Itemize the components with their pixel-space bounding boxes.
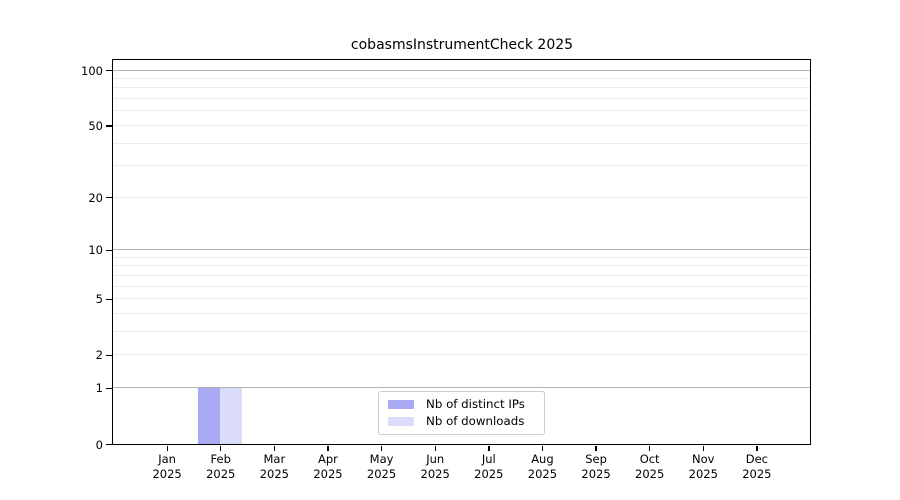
gridline-minor-70: [113, 98, 810, 100]
gridline-minor-40: [113, 142, 810, 144]
x-tick-label-mar: Mar 2025: [259, 451, 289, 481]
legend-label-distinct-ips: Nb of distinct IPs: [426, 397, 525, 411]
bars-layer: [113, 60, 810, 444]
legend-label-downloads: Nb of downloads: [426, 414, 525, 428]
bar-nb-of-distinct-ips-feb: [198, 387, 221, 444]
x-tick-label-jun: Jun 2025: [420, 451, 450, 481]
x-tick-label-dec: Dec 2025: [742, 451, 772, 481]
x-tick-mark-jun: [434, 446, 436, 451]
legend-entry-distinct-ips: Nb of distinct IPs: [388, 398, 536, 411]
y-tick-label-2: 2: [95, 348, 103, 363]
x-tick-mark-may: [380, 446, 383, 451]
plot-area: [112, 59, 811, 445]
gridline-minor-30: [113, 165, 810, 167]
gridline-minor-3: [113, 331, 810, 333]
legend: Nb of distinct IPs Nb of downloads: [378, 391, 545, 435]
x-tick-mark-oct: [649, 446, 651, 451]
gridline-minor-8: [113, 265, 810, 267]
legend-swatch-distinct-ips-icon: [388, 399, 414, 410]
legend-swatch-downloads-icon: [388, 416, 414, 427]
x-tick-label-aug: Aug 2025: [527, 451, 558, 481]
x-tick-mark-feb: [220, 446, 222, 451]
x-tick-label-nov: Nov 2025: [688, 451, 718, 481]
gridline-minor-50: [113, 124, 810, 126]
gridline-major-1: [113, 387, 810, 389]
bar-nb-of-downloads-feb: [220, 387, 243, 444]
x-tick-label-jan: Jan 2025: [152, 451, 182, 481]
y-tick-label-0: 0: [95, 437, 103, 452]
gridline-major-10: [113, 249, 810, 251]
gridline-minor-20: [113, 196, 810, 198]
gridline-minor-2: [113, 354, 810, 356]
gridline-minor-60: [113, 110, 810, 112]
gridline-minor-80: [113, 87, 810, 89]
gridline-minor-90: [113, 77, 810, 79]
x-tick-label-oct: Oct 2025: [635, 451, 665, 481]
y-tick-label-50: 50: [88, 118, 103, 133]
x-tick-label-jul: Jul 2025: [474, 451, 504, 481]
x-tick-mark-mar: [273, 446, 276, 451]
gridline-layer: [113, 60, 810, 444]
x-tick-mark-jan: [166, 446, 168, 451]
gridline-major-100: [113, 69, 810, 71]
y-tick-label-100: 100: [81, 63, 103, 78]
y-tick-label-10: 10: [88, 243, 103, 258]
chart-title: cobasmsInstrumentCheck 2025: [350, 37, 574, 53]
gridline-minor-9: [113, 256, 810, 258]
x-tick-mark-apr: [327, 446, 329, 451]
y-tick-label-1: 1: [95, 381, 103, 396]
x-tick-label-may: May 2025: [366, 451, 397, 481]
x-tick-mark-aug: [541, 446, 544, 451]
gridline-minor-4: [113, 313, 810, 315]
y-tick-label-5: 5: [95, 292, 103, 307]
x-tick-label-apr: Apr 2025: [313, 451, 343, 481]
gridline-minor-7: [113, 274, 810, 276]
x-tick-mark-sep: [595, 446, 597, 451]
legend-entry-downloads: Nb of downloads: [388, 415, 536, 428]
x-tick-mark-jul: [488, 446, 490, 451]
gridline-minor-6: [113, 285, 810, 287]
x-tick-label-sep: Sep 2025: [581, 451, 611, 481]
y-tick-label-20: 20: [88, 190, 103, 205]
x-tick-mark-nov: [702, 446, 704, 451]
x-tick-mark-dec: [756, 446, 758, 451]
x-tick-label-feb: Feb 2025: [206, 451, 236, 481]
gridline-minor-5: [113, 298, 810, 300]
